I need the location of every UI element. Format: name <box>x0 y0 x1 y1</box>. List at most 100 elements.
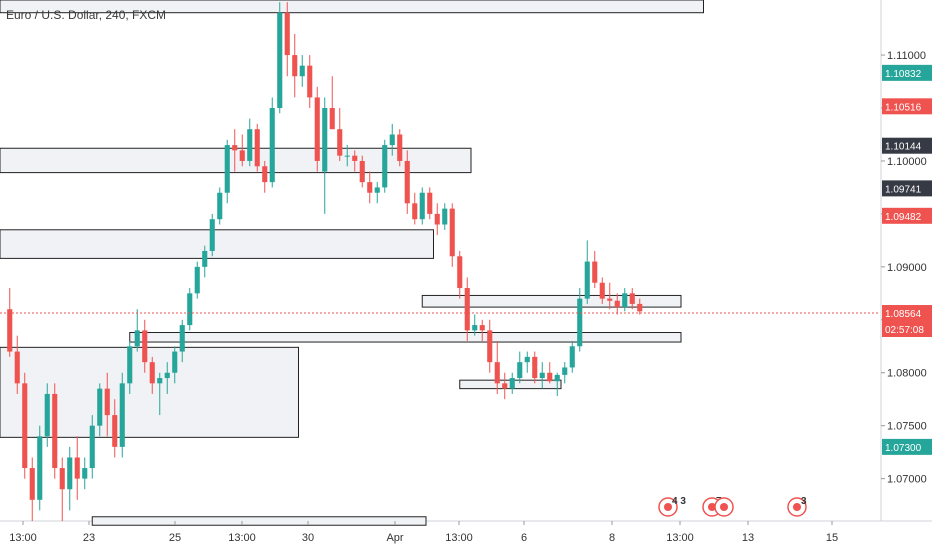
candle-body[interactable] <box>532 356 538 379</box>
candle-body[interactable] <box>7 309 13 352</box>
candle-body[interactable] <box>509 378 515 389</box>
candle-body[interactable] <box>442 208 448 225</box>
candle-body[interactable] <box>472 325 478 331</box>
x-tick-label: 13:00 <box>445 532 473 544</box>
candle-body[interactable] <box>247 129 253 161</box>
zone-rect[interactable] <box>91 516 427 526</box>
candle-body[interactable] <box>217 192 223 220</box>
candle-body[interactable] <box>239 150 245 161</box>
candle-body[interactable] <box>262 166 268 183</box>
candle-body[interactable] <box>449 208 455 257</box>
candle-body[interactable] <box>562 367 568 375</box>
candle-body[interactable] <box>14 351 20 384</box>
candle-body[interactable] <box>389 134 395 146</box>
candle-body[interactable] <box>277 12 283 109</box>
candle-body[interactable] <box>179 325 185 352</box>
candle-body[interactable] <box>22 383 28 469</box>
candle-body[interactable] <box>599 282 605 299</box>
candle-body[interactable] <box>29 468 35 500</box>
zone-rect[interactable] <box>0 229 434 259</box>
candle-body[interactable] <box>314 97 320 161</box>
candle-body[interactable] <box>337 129 343 156</box>
candle-body[interactable] <box>172 351 178 373</box>
candle-body[interactable] <box>479 325 485 331</box>
candle-body[interactable] <box>494 362 500 384</box>
candle-body[interactable] <box>577 298 583 347</box>
candle-body[interactable] <box>457 256 463 289</box>
candle-body[interactable] <box>547 372 553 382</box>
candle-body[interactable] <box>434 213 440 225</box>
candle-body[interactable] <box>82 468 88 479</box>
candle-body[interactable] <box>607 298 613 301</box>
candle-body[interactable] <box>254 129 260 167</box>
candle-body[interactable] <box>104 388 110 416</box>
candle-body[interactable] <box>329 108 335 130</box>
candle-body[interactable] <box>427 192 433 214</box>
candle-body[interactable] <box>584 261 590 299</box>
y-tick-label: 1.07000 <box>887 474 927 486</box>
candle-body[interactable] <box>74 457 80 479</box>
candle-body[interactable] <box>164 372 170 379</box>
candle-body[interactable] <box>119 383 125 447</box>
x-tick-label: 30 <box>302 532 314 544</box>
zone-rect[interactable] <box>421 294 682 308</box>
candle-body[interactable] <box>89 425 95 469</box>
candle-body[interactable] <box>524 356 530 363</box>
zone-rect[interactable] <box>129 332 682 343</box>
event-flag-icon <box>664 503 672 511</box>
candle-body[interactable] <box>232 145 238 151</box>
price-label-bg <box>882 321 932 338</box>
price-label: 1.10144 <box>885 142 922 153</box>
candle-body[interactable] <box>614 300 620 308</box>
candle-body[interactable] <box>592 261 598 283</box>
candle-body[interactable] <box>269 108 275 183</box>
candle-body[interactable] <box>629 293 635 304</box>
candle-body[interactable] <box>52 393 58 469</box>
candle-body[interactable] <box>157 378 163 384</box>
candle-body[interactable] <box>187 293 193 326</box>
candle-body[interactable] <box>367 182 373 193</box>
candle-body[interactable] <box>149 362 155 384</box>
candle-body[interactable] <box>134 330 140 347</box>
candle-body[interactable] <box>307 65 313 98</box>
candle-body[interactable] <box>67 457 73 490</box>
candle-body[interactable] <box>284 12 290 56</box>
candle-body[interactable] <box>209 219 215 251</box>
candle-body[interactable] <box>622 293 628 308</box>
candle-body[interactable] <box>59 468 65 490</box>
candle-body[interactable] <box>37 436 43 500</box>
candle-body[interactable] <box>539 372 545 379</box>
candle-body[interactable] <box>637 303 643 312</box>
candle-body[interactable] <box>44 393 50 437</box>
candle-body[interactable] <box>487 330 493 363</box>
candle-body[interactable] <box>352 155 358 161</box>
candle-body[interactable] <box>374 187 380 193</box>
candle-body[interactable] <box>299 65 305 77</box>
price-label: 02:57:08 <box>885 325 924 336</box>
candle-body[interactable] <box>382 145 388 188</box>
candle-body[interactable] <box>404 160 410 204</box>
candle-body[interactable] <box>359 160 365 183</box>
candle-body[interactable] <box>112 415 118 447</box>
candle-body[interactable] <box>464 288 470 331</box>
candle-body[interactable] <box>194 266 200 294</box>
candle-body[interactable] <box>97 388 103 426</box>
event-flag-icon <box>793 503 801 511</box>
candle-body[interactable] <box>202 250 208 267</box>
candle-body[interactable] <box>127 346 133 384</box>
candle-body[interactable] <box>292 55 298 77</box>
candle-body[interactable] <box>554 374 560 382</box>
candle-body[interactable] <box>224 145 230 193</box>
candle-body[interactable] <box>419 192 425 220</box>
zone-rect[interactable] <box>0 346 299 438</box>
candle-body[interactable] <box>397 134 403 161</box>
candle-body[interactable] <box>569 346 575 368</box>
candle-body[interactable] <box>502 383 508 389</box>
candle-body[interactable] <box>412 203 418 220</box>
candle-body[interactable] <box>322 108 328 172</box>
candle-body[interactable] <box>517 362 523 379</box>
candle-body[interactable] <box>142 330 148 363</box>
zone-rect[interactable] <box>0 0 704 14</box>
candle-body[interactable] <box>344 155 350 157</box>
